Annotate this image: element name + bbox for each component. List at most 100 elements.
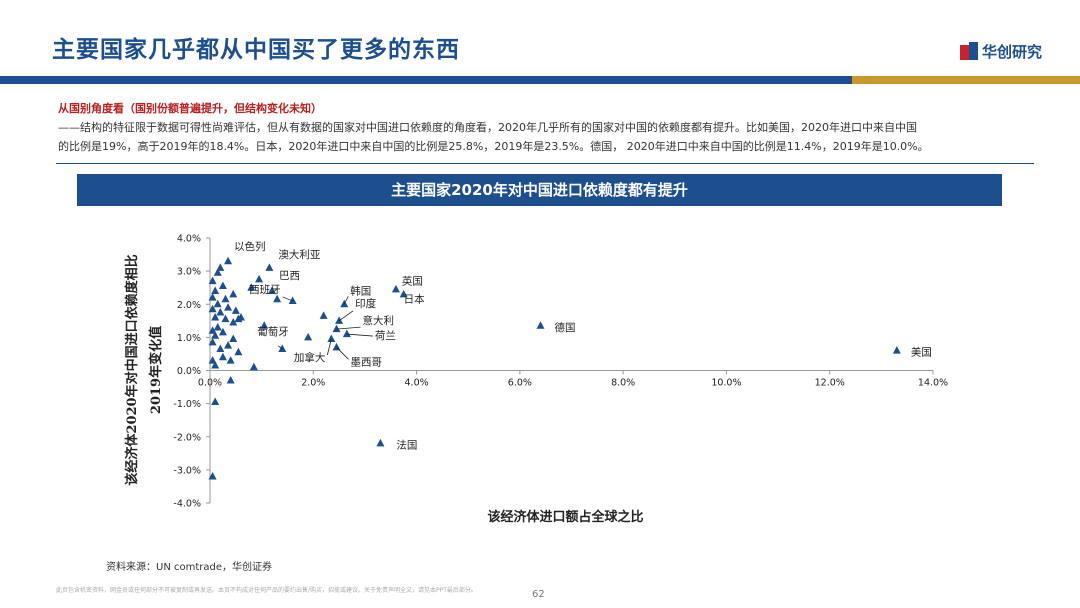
chart-title-banner: 主要国家2020年对中国进口依赖度都有提升 — [77, 174, 1002, 206]
point-label: 印度 — [355, 297, 376, 310]
data-point-labeled — [391, 284, 400, 293]
section-subheading: 从国别角度看（国别份额普遍提升，但结构变化未知） — [58, 102, 322, 115]
data-point — [208, 326, 217, 334]
y-axis-title-line2: 2019年变化值 — [148, 326, 164, 414]
data-point — [231, 306, 240, 314]
data-point-labeled — [536, 321, 545, 329]
x-tick-label: 8.0% — [611, 378, 635, 389]
point-label: 德国 — [555, 321, 576, 334]
data-point-labeled — [332, 324, 341, 333]
brand-name: 华创研究 — [981, 42, 1042, 61]
data-point-labeled — [332, 342, 341, 351]
body-line-2: 的比例是19%，高于2019年的18.4%。日本，2020年进口中来自中国的比例… — [58, 140, 929, 153]
data-point-labeled — [376, 438, 385, 447]
point-label: 澳大利亚 — [278, 248, 320, 261]
point-label: 意大利 — [363, 314, 395, 327]
data-point — [229, 317, 238, 326]
point-label: 韩国 — [350, 284, 371, 297]
y-tick-label: 4.0% — [177, 234, 201, 245]
data-point-labeled — [265, 263, 274, 271]
data-point-labeled — [399, 289, 408, 298]
data-point-labeled — [267, 286, 276, 294]
brand-logo: 华创研究 — [959, 40, 1042, 62]
data-point — [234, 347, 243, 356]
point-label: 以色列 — [234, 240, 266, 253]
point-label: 美国 — [911, 346, 932, 359]
point-label: 法国 — [396, 438, 417, 451]
data-point — [247, 283, 256, 291]
point-label: 日本 — [404, 292, 425, 305]
data-point — [208, 472, 217, 480]
data-point — [218, 352, 227, 361]
page-number: 62 — [532, 589, 545, 600]
disclaimer: 此页包含机密资料，网金员或任何部分不可被复制或再发送。本页不构成对任何产品的要约… — [56, 587, 477, 594]
data-point — [249, 362, 258, 371]
data-point-labeled — [224, 256, 233, 265]
data-point — [221, 294, 230, 303]
point-label: 荷兰 — [375, 329, 396, 342]
data-point-labeled — [327, 334, 336, 343]
data-point — [211, 361, 220, 369]
data-point — [208, 276, 217, 285]
data-point — [224, 303, 233, 311]
y-tick-label: -1.0% — [173, 399, 201, 410]
point-label: 西班牙 — [249, 284, 281, 296]
data-point — [208, 293, 217, 301]
data-point — [221, 314, 230, 323]
data-point — [218, 281, 227, 290]
section-body: ——结构的特征限于数据可得性尚难评估，但从有数据的国家对中国进口依赖度的角度看，… — [58, 118, 1038, 156]
body-line-1: ——结构的特征限于数据可得性尚难评估，但从有数据的国家对中国进口依赖度的角度看，… — [58, 121, 917, 134]
data-point — [273, 294, 282, 303]
label-leader-line — [282, 296, 293, 302]
point-label: 墨西哥 — [351, 356, 383, 368]
x-tick-label: 4.0% — [405, 378, 429, 389]
data-point — [236, 313, 245, 321]
data-point — [255, 274, 264, 283]
point-label: 加拿大 — [294, 351, 326, 364]
label-leader-line — [346, 333, 373, 337]
data-point-labeled — [342, 329, 351, 338]
x-tick-label: 6.0% — [508, 378, 532, 389]
data-point — [216, 308, 225, 316]
label-leader-line — [326, 338, 332, 356]
data-point — [213, 268, 222, 276]
label-leader-line — [338, 310, 354, 322]
data-point — [216, 344, 225, 352]
x-tick-label: 12.0% — [815, 378, 845, 389]
label-leader-line — [336, 347, 349, 360]
data-point — [208, 304, 217, 313]
point-label: 葡萄牙 — [257, 325, 289, 338]
y-axis-title-line1: 该经济体2020年对中国进口依赖度相比 — [124, 254, 140, 485]
label-leader-line — [343, 296, 349, 305]
header-rule — [0, 76, 1080, 84]
data-point-labeled — [288, 296, 297, 304]
y-tick-label: 3.0% — [177, 267, 201, 278]
data-point — [213, 299, 222, 308]
data-point — [218, 327, 227, 336]
y-tick-label: -3.0% — [173, 465, 201, 476]
data-point — [211, 313, 220, 321]
y-tick-label: 2.0% — [177, 300, 201, 311]
data-point — [226, 375, 235, 384]
data-point — [304, 332, 313, 341]
data-point — [208, 337, 217, 346]
logo-icon — [959, 42, 978, 60]
y-tick-label: -2.0% — [173, 432, 201, 443]
header-rule-accent — [852, 76, 1080, 84]
data-point — [208, 356, 217, 364]
data-point — [224, 341, 233, 349]
point-label: 巴西 — [279, 270, 300, 282]
point-label: 英国 — [402, 274, 423, 287]
data-point — [211, 397, 220, 405]
x-tick-label: 2.0% — [301, 378, 325, 389]
data-point — [216, 263, 225, 271]
data-point — [319, 311, 328, 319]
x-tick-label: 0.0% — [198, 378, 222, 389]
source-note: 资料来源：UN comtrade，华创证券 — [106, 562, 272, 573]
data-point — [211, 286, 220, 294]
x-tick-label: 10.0% — [711, 378, 741, 389]
label-leader-line — [336, 326, 361, 330]
data-point-labeled — [335, 316, 344, 324]
page-title: 主要国家几乎都从中国买了更多的东西 — [52, 37, 460, 63]
